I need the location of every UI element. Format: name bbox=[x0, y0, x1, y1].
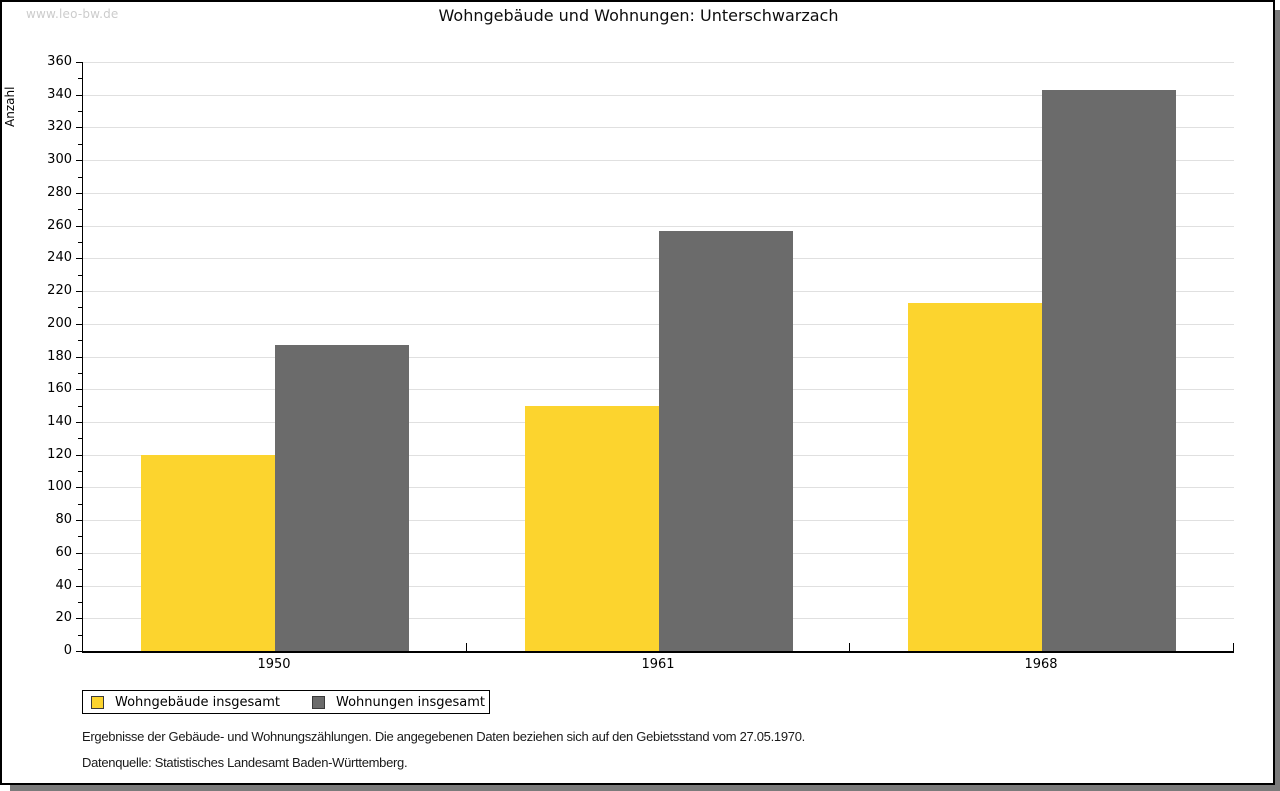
gridline-240 bbox=[83, 258, 1234, 259]
gridline-180 bbox=[83, 357, 1234, 358]
y-tick-label-140: 140 bbox=[47, 414, 72, 429]
bar-wohngebaeude-1950 bbox=[141, 455, 275, 651]
footnote-source-note: Ergebnisse der Gebäude- und Wohnungszähl… bbox=[82, 729, 805, 744]
y-tick-label-360: 360 bbox=[47, 54, 72, 69]
y-tick-label-40: 40 bbox=[55, 578, 72, 593]
bar-wohnungen-1950 bbox=[275, 345, 409, 651]
y-tick-260 bbox=[76, 226, 82, 227]
y-minor-tick-290 bbox=[78, 177, 82, 178]
page-drop-shadow-bottom bbox=[10, 785, 1280, 791]
y-tick-label-0: 0 bbox=[63, 643, 72, 658]
gridline-320 bbox=[83, 127, 1234, 128]
y-tick-label-280: 280 bbox=[47, 185, 72, 200]
y-tick-0 bbox=[76, 651, 82, 652]
bar-wohngebaeude-1961 bbox=[525, 406, 659, 651]
y-minor-tick-230 bbox=[78, 275, 82, 276]
bar-wohngebaeude-1968 bbox=[908, 303, 1042, 651]
plot-area bbox=[82, 62, 1234, 653]
y-tick-340 bbox=[76, 95, 82, 96]
y-minor-tick-330 bbox=[78, 111, 82, 112]
y-tick-label-340: 340 bbox=[47, 87, 72, 102]
y-tick-120 bbox=[76, 455, 82, 456]
y-minor-tick-270 bbox=[78, 209, 82, 210]
y-minor-tick-210 bbox=[78, 307, 82, 308]
gridline-200 bbox=[83, 324, 1234, 325]
y-tick-label-120: 120 bbox=[47, 447, 72, 462]
y-tick-40 bbox=[76, 586, 82, 587]
gridline-360 bbox=[83, 62, 1234, 63]
y-tick-160 bbox=[76, 389, 82, 390]
x-tick-label-1950: 1950 bbox=[257, 657, 291, 672]
y-tick-280 bbox=[76, 193, 82, 194]
y-tick-200 bbox=[76, 324, 82, 325]
y-minor-tick-130 bbox=[78, 438, 82, 439]
y-tick-label-180: 180 bbox=[47, 349, 72, 364]
gridline-280 bbox=[83, 193, 1234, 194]
y-tick-100 bbox=[76, 487, 82, 488]
y-tick-label-80: 80 bbox=[55, 512, 72, 527]
page-drop-shadow-right bbox=[1275, 10, 1280, 791]
y-tick-label-60: 60 bbox=[55, 545, 72, 560]
gridline-340 bbox=[83, 95, 1234, 96]
x-boundary-tick-1 bbox=[466, 643, 467, 651]
y-tick-label-20: 20 bbox=[55, 610, 72, 625]
y-tick-20 bbox=[76, 618, 82, 619]
y-tick-label-240: 240 bbox=[47, 250, 72, 265]
legend: Wohngebäude insgesamt Wohnungen insgesam… bbox=[82, 690, 490, 714]
watermark-link: www.leo-bw.de bbox=[26, 7, 119, 21]
y-tick-300 bbox=[76, 160, 82, 161]
y-tick-60 bbox=[76, 553, 82, 554]
y-minor-tick-250 bbox=[78, 242, 82, 243]
y-tick-240 bbox=[76, 258, 82, 259]
gridline-260 bbox=[83, 226, 1234, 227]
y-tick-label-160: 160 bbox=[47, 381, 72, 396]
footnote-data-source: Datenquelle: Statistisches Landesamt Bad… bbox=[82, 755, 408, 770]
x-axis-labels: 1950 1961 1968 bbox=[82, 657, 1233, 675]
y-minor-tick-110 bbox=[78, 471, 82, 472]
x-tick-label-1961: 1961 bbox=[641, 657, 675, 672]
x-boundary-tick-2 bbox=[849, 643, 850, 651]
y-minor-tick-50 bbox=[78, 569, 82, 570]
y-tick-label-260: 260 bbox=[47, 218, 72, 233]
y-minor-tick-30 bbox=[78, 602, 82, 603]
legend-item-wohnungen: Wohnungen insgesamt bbox=[312, 695, 485, 710]
legend-label-wohnungen: Wohnungen insgesamt bbox=[336, 694, 485, 710]
gridline-300 bbox=[83, 160, 1234, 161]
y-tick-140 bbox=[76, 422, 82, 423]
y-minor-tick-150 bbox=[78, 406, 82, 407]
y-tick-label-220: 220 bbox=[47, 283, 72, 298]
y-minor-tick-190 bbox=[78, 340, 82, 341]
y-minor-tick-70 bbox=[78, 536, 82, 537]
chart-title: Wohngebäude und Wohnungen: Unterschwarza… bbox=[438, 6, 839, 25]
y-tick-320 bbox=[76, 127, 82, 128]
x-boundary-tick-3 bbox=[1233, 643, 1234, 651]
y-tick-180 bbox=[76, 357, 82, 358]
legend-label-wohngebaeude: Wohngebäude insgesamt bbox=[115, 694, 280, 710]
y-tick-220 bbox=[76, 291, 82, 292]
legend-swatch-wohnungen bbox=[312, 695, 325, 709]
legend-swatch-wohngebaeude bbox=[91, 695, 104, 709]
y-minor-tick-90 bbox=[78, 504, 82, 505]
y-minor-tick-350 bbox=[78, 78, 82, 79]
y-tick-label-300: 300 bbox=[47, 152, 72, 167]
bar-wohnungen-1961 bbox=[659, 231, 793, 651]
y-tick-label-200: 200 bbox=[47, 316, 72, 331]
y-tick-label-100: 100 bbox=[47, 479, 72, 494]
y-tick-label-320: 320 bbox=[47, 119, 72, 134]
y-minor-tick-170 bbox=[78, 373, 82, 374]
y-axis: 0 20 40 60 80 100 120 140 160 180 200 220 240 260 280 3… bbox=[2, 54, 82, 658]
legend-item-wohngebaeude: Wohngebäude insgesamt bbox=[91, 695, 280, 710]
y-tick-360 bbox=[76, 62, 82, 63]
gridline-220 bbox=[83, 291, 1234, 292]
x-tick-label-1968: 1968 bbox=[1024, 657, 1058, 672]
y-minor-tick-310 bbox=[78, 144, 82, 145]
y-minor-tick-10 bbox=[78, 635, 82, 636]
gridline-160 bbox=[83, 389, 1234, 390]
y-tick-80 bbox=[76, 520, 82, 521]
bar-wohnungen-1968 bbox=[1042, 90, 1176, 651]
